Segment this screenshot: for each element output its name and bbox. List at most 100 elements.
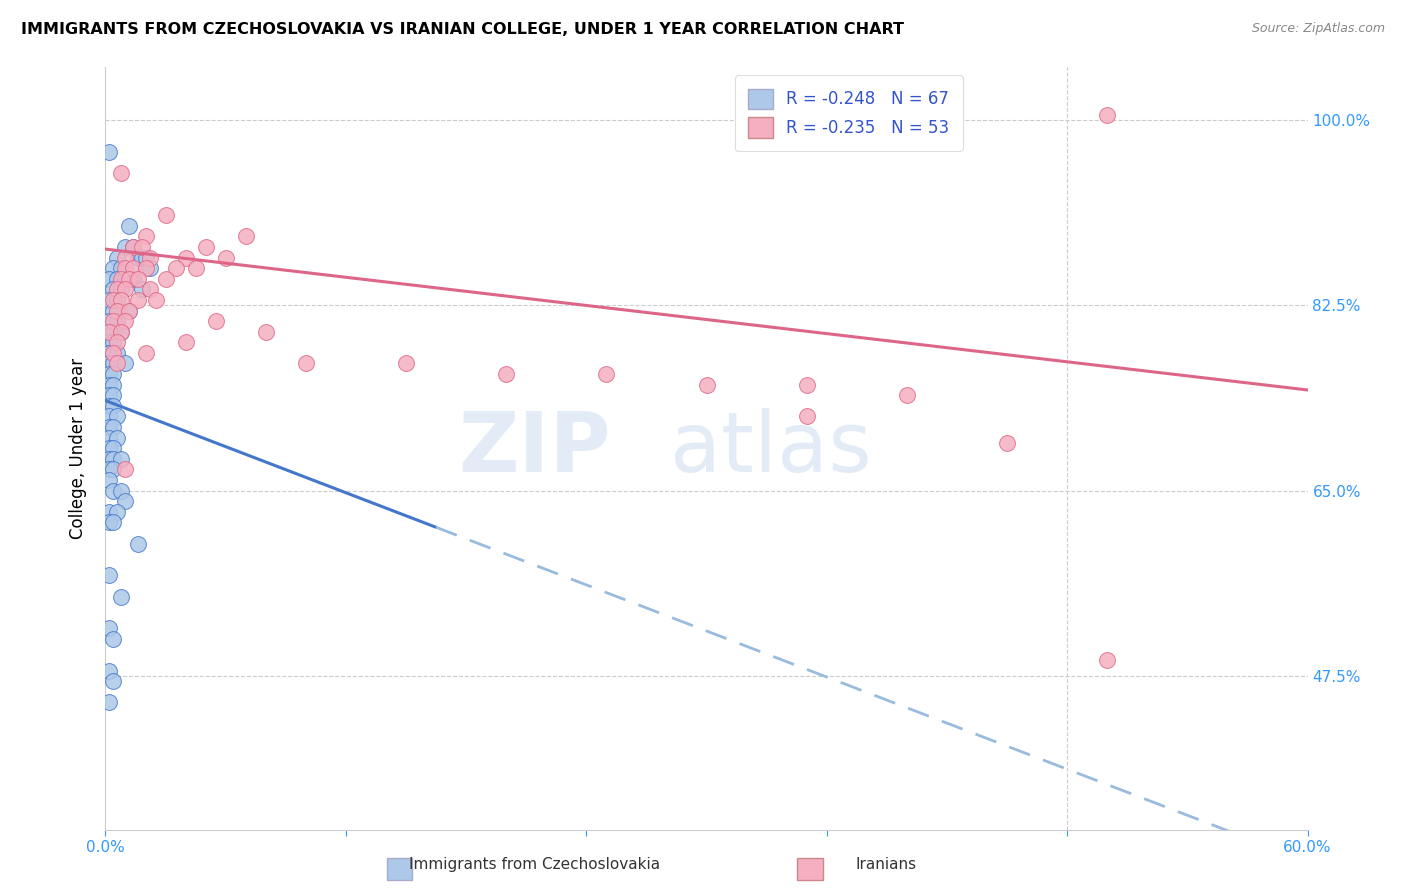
Point — [103, 632, 125, 646]
Point — [98, 367, 121, 381]
Point — [127, 251, 149, 265]
Point — [114, 462, 136, 476]
Point — [1097, 107, 1119, 121]
Point — [98, 695, 121, 709]
Point — [103, 367, 125, 381]
Point — [98, 505, 121, 519]
Point — [131, 282, 153, 296]
Point — [103, 303, 125, 318]
Point — [127, 536, 149, 550]
Point — [103, 399, 125, 413]
Text: IMMIGRANTS FROM CZECHOSLOVAKIA VS IRANIAN COLLEGE, UNDER 1 YEAR CORRELATION CHAR: IMMIGRANTS FROM CZECHOSLOVAKIA VS IRANIA… — [21, 22, 904, 37]
Point — [155, 271, 177, 285]
Point — [98, 473, 121, 487]
Point — [110, 451, 132, 466]
Legend: R = -0.248   N = 67, R = -0.235   N = 53: R = -0.248 N = 67, R = -0.235 N = 53 — [734, 75, 963, 151]
Point — [103, 356, 125, 370]
Point — [98, 325, 121, 339]
Point — [98, 388, 121, 402]
Point — [122, 271, 145, 285]
Point — [107, 293, 129, 307]
Point — [114, 271, 136, 285]
Point — [118, 303, 141, 318]
Text: atlas: atlas — [671, 408, 872, 489]
Point — [98, 377, 121, 392]
Point — [796, 409, 818, 424]
Y-axis label: College, Under 1 year: College, Under 1 year — [69, 358, 87, 539]
Point — [98, 462, 121, 476]
Point — [184, 261, 207, 276]
Point — [107, 271, 129, 285]
Point — [107, 356, 129, 370]
Point — [214, 251, 236, 265]
Point — [98, 664, 121, 678]
Point — [110, 282, 132, 296]
Point — [114, 356, 136, 370]
Point — [107, 505, 129, 519]
Point — [98, 145, 121, 159]
Text: ZIP: ZIP — [458, 408, 610, 489]
Text: Source: ZipAtlas.com: Source: ZipAtlas.com — [1251, 22, 1385, 36]
Point — [103, 420, 125, 434]
Point — [114, 251, 136, 265]
Point — [103, 377, 125, 392]
Point — [110, 166, 132, 180]
Point — [103, 261, 125, 276]
Point — [98, 346, 121, 360]
Point — [98, 568, 121, 582]
Point — [131, 251, 153, 265]
Point — [103, 516, 125, 530]
Point — [204, 314, 226, 328]
Point — [107, 303, 129, 318]
Point — [98, 356, 121, 370]
Point — [110, 325, 132, 339]
Point — [174, 335, 197, 350]
Point — [98, 271, 121, 285]
Point — [110, 483, 132, 498]
Point — [114, 240, 136, 254]
Point — [114, 494, 136, 508]
Point — [107, 409, 129, 424]
Point — [135, 346, 157, 360]
Point — [135, 261, 157, 276]
Point — [127, 293, 149, 307]
Point — [131, 240, 153, 254]
Point — [103, 293, 125, 307]
Point — [103, 325, 125, 339]
Text: Iranians: Iranians — [855, 857, 917, 872]
Point — [114, 282, 136, 296]
Point — [118, 219, 141, 233]
Point — [107, 335, 129, 350]
Point — [98, 516, 121, 530]
Point — [395, 356, 418, 370]
Point — [103, 674, 125, 689]
Point — [495, 367, 517, 381]
Point — [896, 388, 918, 402]
Point — [98, 293, 121, 307]
Point — [118, 303, 141, 318]
Point — [155, 208, 177, 222]
Point — [103, 346, 125, 360]
Point — [696, 377, 718, 392]
Point — [98, 409, 121, 424]
Point — [796, 377, 818, 392]
Point — [995, 436, 1018, 450]
Point — [98, 420, 121, 434]
Point — [254, 325, 277, 339]
Point — [103, 314, 125, 328]
Point — [103, 335, 125, 350]
Point — [110, 293, 132, 307]
Point — [122, 240, 145, 254]
Point — [103, 462, 125, 476]
Point — [107, 251, 129, 265]
Text: Immigrants from Czechoslovakia: Immigrants from Czechoslovakia — [409, 857, 659, 872]
Point — [110, 271, 132, 285]
Point — [135, 229, 157, 244]
Point — [107, 346, 129, 360]
Point — [107, 314, 129, 328]
Point — [110, 261, 132, 276]
Point — [235, 229, 257, 244]
Point — [98, 335, 121, 350]
Point — [98, 441, 121, 455]
Point — [110, 325, 132, 339]
